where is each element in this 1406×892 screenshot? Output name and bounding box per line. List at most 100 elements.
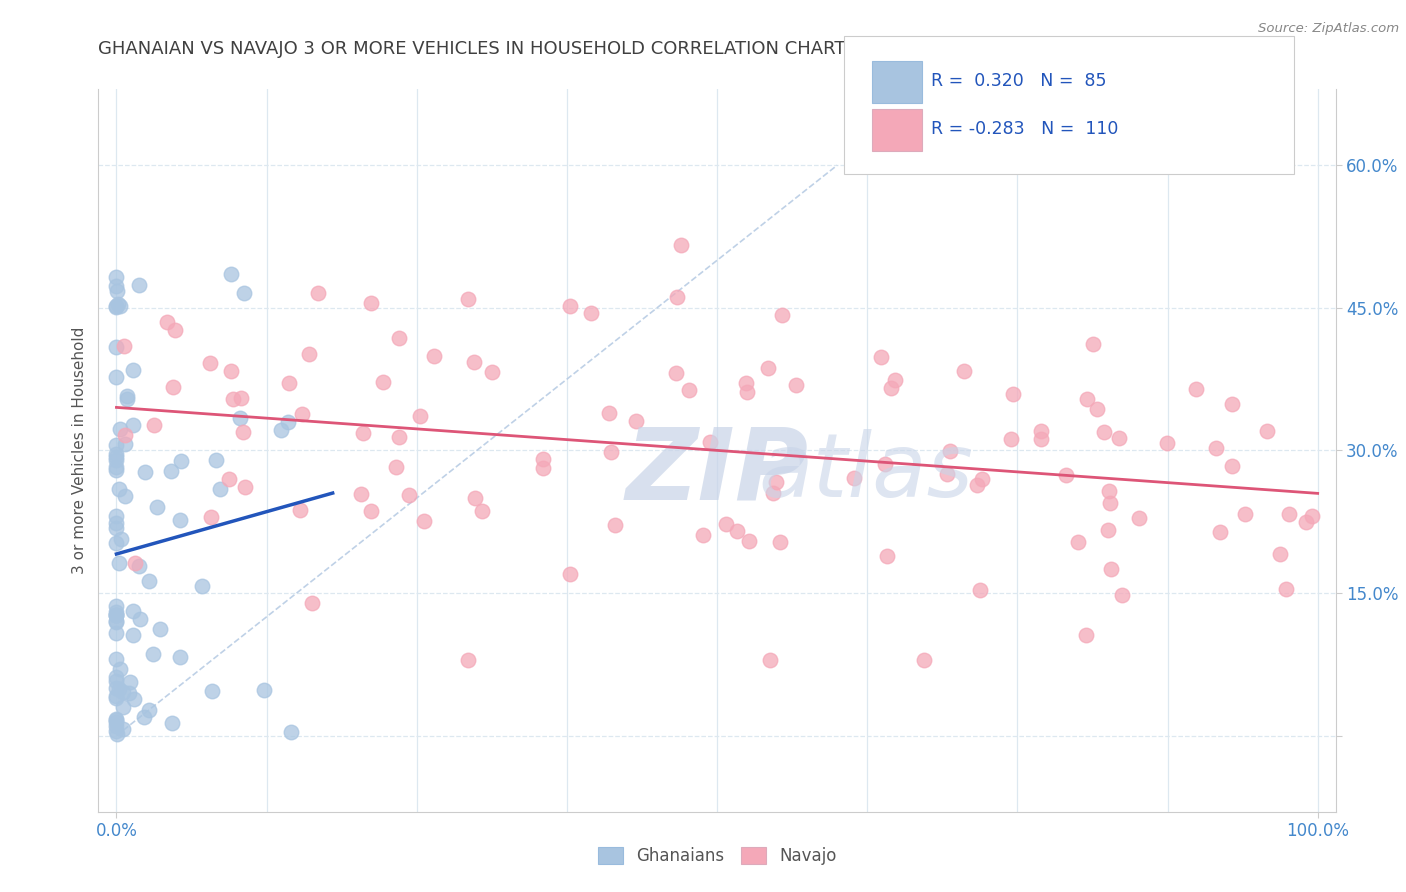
Point bbox=[108, 681, 131, 696]
Point bbox=[121, 417, 143, 432]
Point bbox=[759, 652, 782, 666]
Point bbox=[122, 363, 145, 377]
Point bbox=[876, 549, 898, 563]
Point bbox=[1128, 511, 1150, 525]
Point bbox=[105, 726, 128, 740]
Point bbox=[115, 392, 138, 406]
Point bbox=[142, 647, 165, 661]
Point bbox=[200, 510, 222, 524]
Point bbox=[1301, 508, 1323, 523]
Point bbox=[1098, 496, 1121, 510]
Point bbox=[1108, 432, 1130, 446]
Point bbox=[105, 670, 128, 684]
Point bbox=[105, 438, 128, 452]
Point bbox=[105, 681, 128, 695]
Point bbox=[598, 406, 620, 420]
Point bbox=[765, 475, 787, 489]
Point bbox=[222, 392, 245, 406]
Point bbox=[699, 434, 721, 449]
Point bbox=[105, 300, 128, 314]
Point bbox=[1220, 458, 1243, 473]
Point bbox=[1074, 628, 1097, 642]
Point bbox=[218, 472, 240, 486]
Point bbox=[1278, 507, 1301, 521]
Point bbox=[457, 292, 479, 306]
Point bbox=[105, 607, 128, 622]
Point bbox=[209, 483, 232, 497]
Point bbox=[350, 487, 373, 501]
Point bbox=[714, 516, 737, 531]
Point bbox=[232, 286, 254, 301]
Point bbox=[270, 423, 292, 437]
Point bbox=[162, 380, 184, 394]
Point bbox=[665, 290, 688, 304]
Point bbox=[159, 464, 181, 478]
Point bbox=[769, 535, 792, 549]
Point bbox=[110, 532, 132, 546]
Point bbox=[128, 278, 150, 293]
Point bbox=[912, 652, 935, 666]
Point bbox=[148, 622, 170, 636]
Point bbox=[388, 429, 411, 443]
Point bbox=[105, 341, 128, 355]
Point bbox=[114, 489, 136, 503]
Point bbox=[970, 472, 993, 486]
Point bbox=[105, 724, 128, 739]
Point bbox=[124, 556, 146, 570]
Point bbox=[935, 467, 957, 481]
Point bbox=[122, 627, 145, 641]
Point bbox=[105, 270, 128, 285]
Point bbox=[371, 375, 394, 389]
Point bbox=[253, 682, 276, 697]
Point bbox=[842, 470, 865, 484]
Point bbox=[481, 365, 503, 379]
Point bbox=[105, 605, 128, 619]
Point bbox=[939, 444, 962, 458]
Point bbox=[105, 690, 128, 705]
Point bbox=[277, 416, 299, 430]
Point bbox=[1185, 382, 1208, 396]
Point bbox=[1094, 425, 1116, 439]
Point bbox=[1205, 441, 1227, 455]
Text: Source: ZipAtlas.com: Source: ZipAtlas.com bbox=[1258, 22, 1399, 36]
Point bbox=[105, 278, 128, 293]
Point bbox=[105, 712, 128, 726]
Point bbox=[105, 626, 128, 640]
Point bbox=[105, 462, 128, 476]
Point bbox=[108, 422, 131, 436]
Point bbox=[105, 674, 128, 689]
Y-axis label: 3 or more Vehicles in Household: 3 or more Vehicles in Household bbox=[72, 326, 87, 574]
Point bbox=[1097, 523, 1119, 537]
Point bbox=[105, 614, 128, 628]
Point bbox=[229, 410, 252, 425]
Point bbox=[112, 339, 135, 353]
Point bbox=[531, 461, 554, 475]
Text: GHANAIAN VS NAVAJO 3 OR MORE VEHICLES IN HOUSEHOLD CORRELATION CHART: GHANAIAN VS NAVAJO 3 OR MORE VEHICLES IN… bbox=[98, 40, 846, 58]
Point bbox=[770, 308, 793, 322]
Point bbox=[678, 383, 700, 397]
Point bbox=[105, 607, 128, 622]
Point bbox=[290, 503, 312, 517]
Point bbox=[169, 513, 191, 527]
Point bbox=[108, 482, 131, 496]
Point bbox=[626, 414, 648, 428]
Point bbox=[143, 418, 166, 433]
Point bbox=[298, 346, 321, 360]
Point bbox=[1220, 397, 1243, 411]
Point bbox=[398, 488, 420, 502]
Point bbox=[201, 684, 224, 698]
Point bbox=[117, 389, 139, 403]
Point bbox=[233, 480, 256, 494]
Point bbox=[128, 558, 150, 573]
Point bbox=[110, 299, 132, 313]
Point bbox=[1002, 387, 1025, 401]
Point bbox=[134, 465, 156, 479]
Point bbox=[966, 477, 988, 491]
Point bbox=[105, 452, 128, 467]
Point bbox=[146, 500, 169, 515]
Point bbox=[138, 574, 160, 589]
Point bbox=[108, 557, 131, 571]
Point bbox=[1031, 432, 1053, 446]
Point bbox=[665, 366, 688, 380]
Point bbox=[1076, 392, 1098, 407]
